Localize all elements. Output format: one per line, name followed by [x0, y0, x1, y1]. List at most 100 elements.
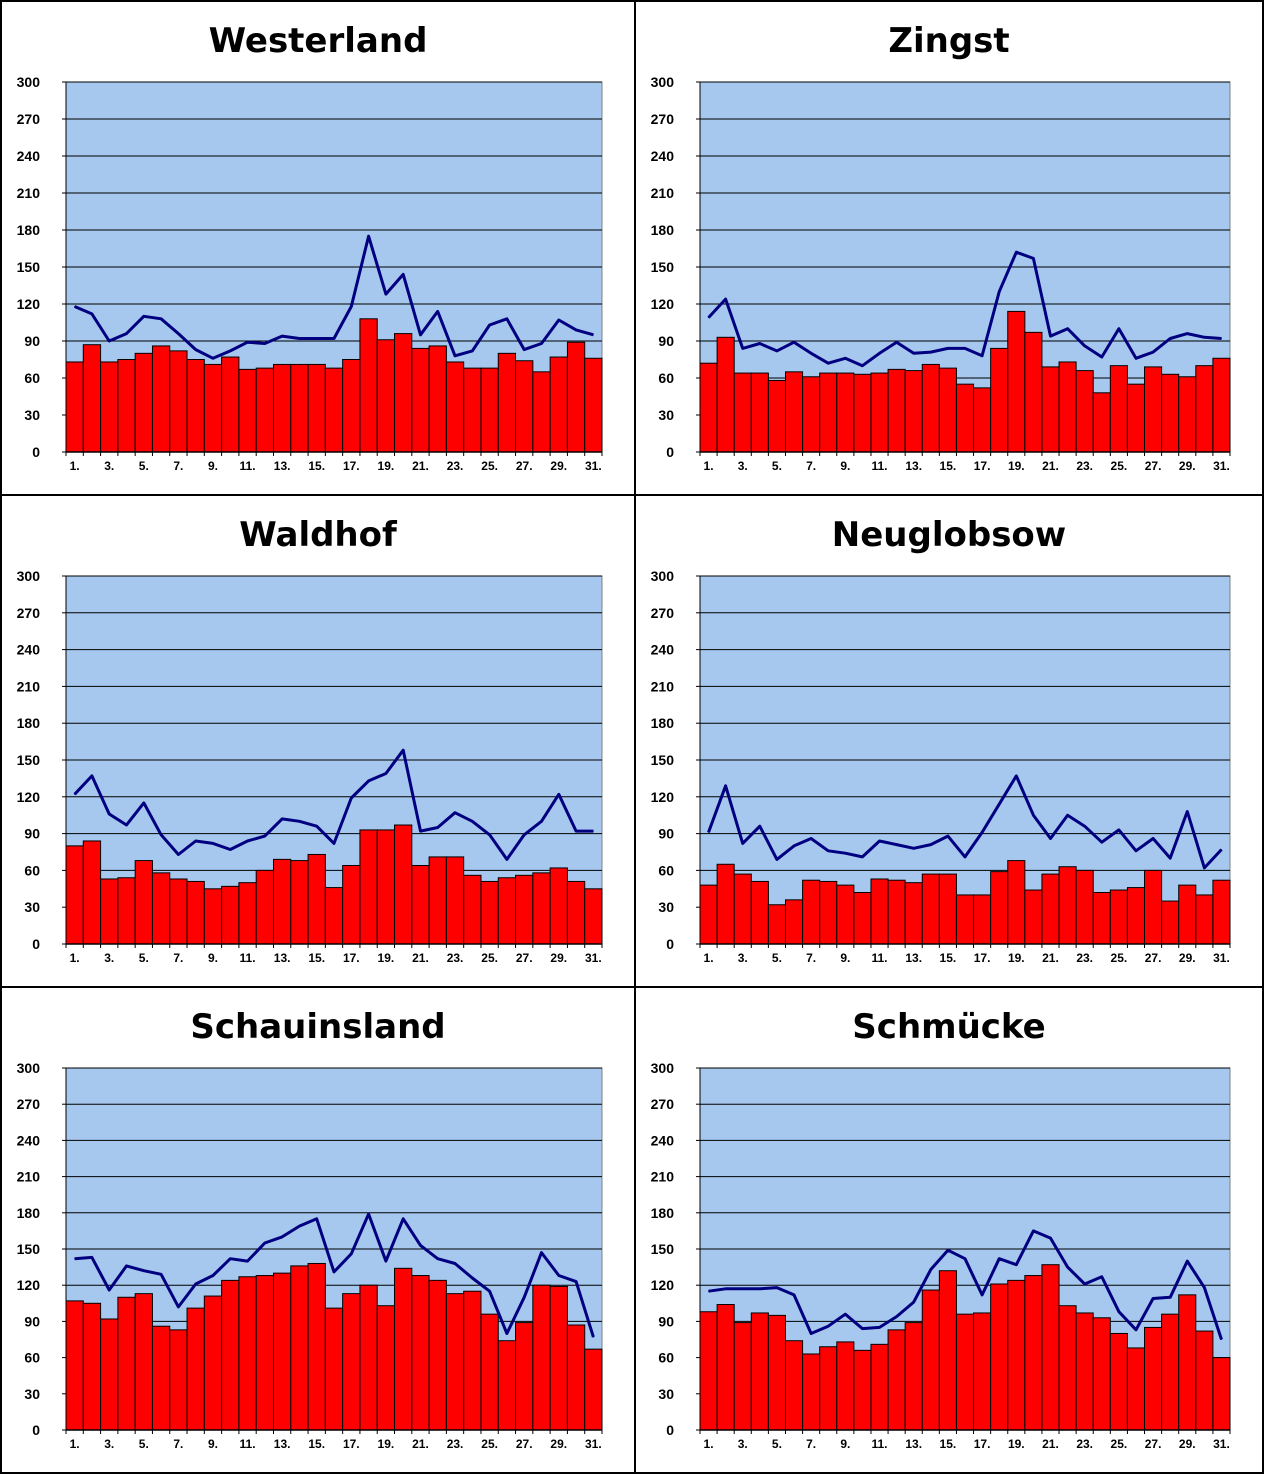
bar [1041, 1264, 1060, 1431]
bar [1126, 1347, 1146, 1431]
bar [750, 880, 769, 945]
x-tick-label: 7. [806, 459, 816, 473]
y-tick-label: 120 [651, 296, 675, 312]
line-point [454, 1262, 456, 1264]
bar [716, 863, 735, 945]
line-points [708, 775, 1222, 869]
bar [699, 362, 718, 453]
bar [255, 1275, 274, 1431]
line-point [316, 825, 318, 827]
x-tick-label: 17. [974, 1437, 991, 1451]
line-point [177, 853, 179, 855]
line-point [281, 335, 283, 337]
x-tick-label: 13. [274, 1437, 291, 1451]
x-tick-label: 19. [1008, 951, 1025, 965]
bar [255, 869, 274, 945]
bar [1161, 373, 1180, 453]
y-tick-label: 150 [17, 752, 41, 768]
line-point [454, 812, 456, 814]
y-tick-label: 0 [666, 1422, 674, 1438]
bar [1212, 879, 1231, 945]
x-tick-label: 27. [1145, 1437, 1162, 1451]
y-tick-label: 30 [24, 899, 40, 915]
y-tick-label: 300 [651, 568, 675, 584]
line-point [827, 362, 829, 364]
chart-svg: Neuglobsow 0 30 60 90 120 150 180 210 240 270 300 1.… [651, 515, 1231, 965]
y-tick-label: 210 [651, 1169, 675, 1185]
line-point [195, 1283, 197, 1285]
line-point [592, 1336, 594, 1338]
bar [1058, 866, 1077, 945]
line-point [793, 341, 795, 343]
y-tick-label: 120 [17, 1277, 41, 1293]
x-tick-label: 29. [550, 459, 567, 473]
x-tick-label: 1. [704, 951, 714, 965]
line-point [229, 1258, 231, 1260]
line-point [810, 838, 812, 840]
bar [1144, 1326, 1163, 1431]
bar [376, 339, 396, 453]
x-tick-label: 31. [585, 459, 602, 473]
bar [904, 882, 923, 945]
line-point [1220, 1339, 1222, 1340]
line-point [471, 350, 473, 352]
line-point [247, 840, 249, 842]
line-point [1135, 357, 1137, 359]
x-tick-label: 21. [412, 459, 429, 473]
y-tick-label: 60 [658, 1350, 674, 1366]
bar [445, 856, 465, 945]
line-point [998, 291, 1000, 293]
line-point [1152, 1297, 1154, 1299]
line-point [1032, 814, 1034, 816]
line-point [1101, 841, 1103, 843]
x-tick-label: 5. [139, 459, 149, 473]
bar [480, 880, 499, 945]
line-point [523, 349, 525, 351]
bar [342, 359, 361, 453]
line-point [861, 365, 863, 367]
chart-panel-waldhof: Waldhof 0 30 60 90 120 150 180 210 240 270 300 1. 3. 5… [0, 494, 636, 988]
x-tick-label: 25. [481, 459, 498, 473]
x-tick-label: 15. [940, 1437, 957, 1451]
bar [767, 379, 786, 453]
line-point [964, 856, 966, 858]
line-point [844, 357, 846, 359]
line-point [896, 1316, 898, 1318]
bar [238, 368, 257, 453]
line-point [1135, 850, 1137, 852]
y-tick-label: 270 [17, 1096, 41, 1112]
bar [151, 872, 171, 945]
x-tick-label: 1. [70, 1437, 80, 1451]
bar [904, 1322, 923, 1431]
bar [342, 1293, 361, 1431]
x-tick-label: 15. [940, 951, 957, 965]
line-point [964, 347, 966, 349]
chart-panel-zingst: Zingst 0 30 60 90 120 150 180 210 240 270 300 1. 3. 5.… [634, 0, 1264, 496]
line-point [229, 849, 231, 851]
x-tick-label: 3. [104, 1437, 114, 1451]
y-tick-label: 0 [666, 444, 674, 460]
x-tick-label: 15. [308, 1437, 325, 1451]
bar [1058, 1305, 1077, 1431]
line-point [74, 1258, 76, 1260]
bar [272, 858, 292, 945]
x-tick-label: 13. [905, 951, 922, 965]
line-point [558, 319, 560, 321]
line-point [930, 351, 932, 353]
line-point [350, 797, 352, 799]
line-point [247, 1260, 249, 1262]
y-tick-label: 30 [658, 1386, 674, 1402]
line-point [896, 341, 898, 343]
bar [186, 1307, 205, 1431]
line-point [108, 340, 110, 342]
line-point [575, 329, 577, 331]
line-point [454, 355, 456, 357]
x-tick-label: 23. [1076, 459, 1093, 473]
bar [1092, 891, 1111, 945]
bar [394, 1267, 413, 1431]
x-tick-label: 21. [1042, 1437, 1059, 1451]
line-point [742, 842, 744, 844]
bar [566, 880, 586, 945]
x-tick-label: 5. [772, 951, 782, 965]
x-tick-label: 7. [173, 951, 183, 965]
